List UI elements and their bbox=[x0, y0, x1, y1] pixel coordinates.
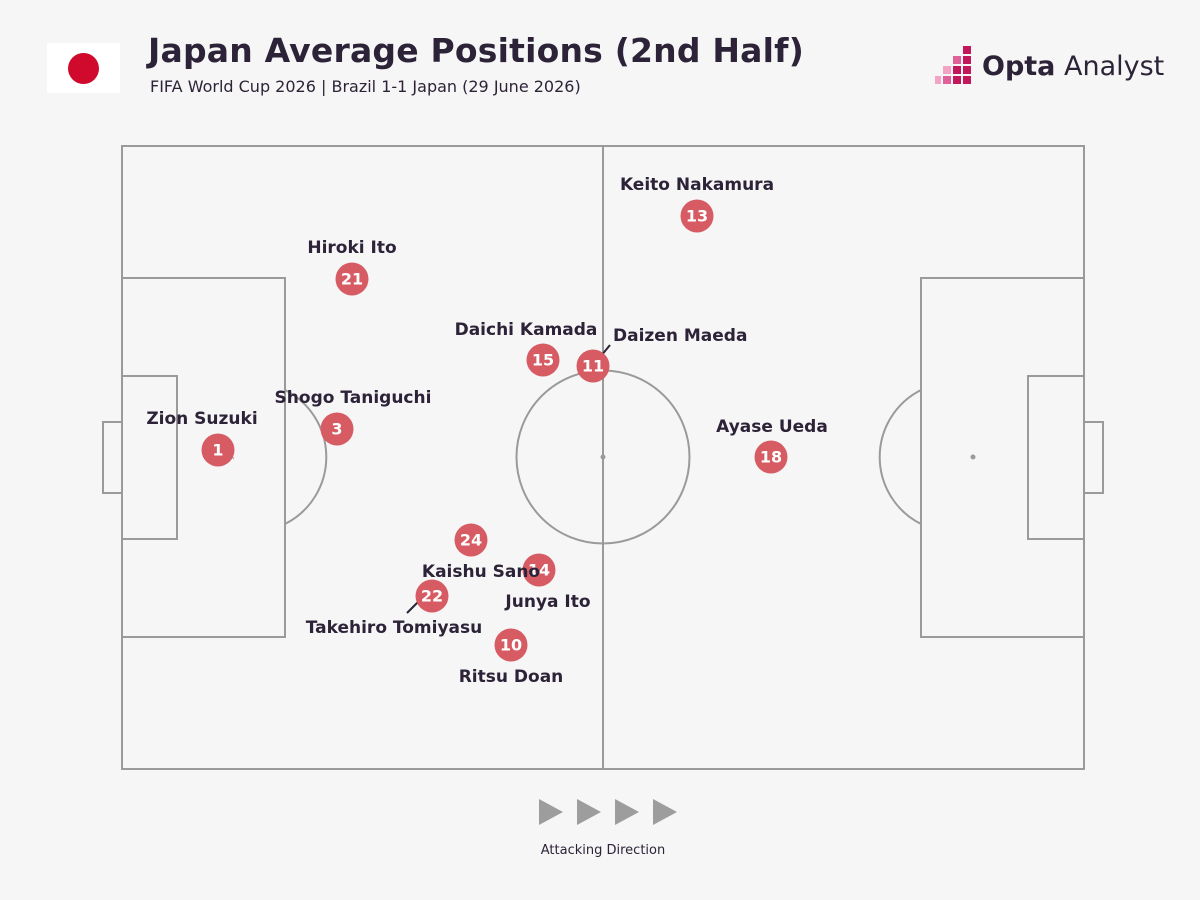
opta-analyst-logo: Opta Analyst bbox=[933, 43, 1164, 91]
player-marker: 14 Junya Ito bbox=[504, 553, 591, 612]
player-marker: 22 Takehiro Tomiyasu bbox=[306, 579, 483, 638]
player-number: 22 bbox=[421, 587, 443, 606]
page-subtitle: FIFA World Cup 2026 | Brazil 1-1 Japan (… bbox=[150, 77, 581, 96]
right-goal bbox=[1083, 421, 1104, 494]
player-number: 18 bbox=[760, 448, 782, 467]
player-number: 15 bbox=[532, 351, 554, 370]
player-marker: 3 Shogo Taniguchi bbox=[275, 388, 432, 446]
player-name: Ayase Ueda bbox=[716, 417, 828, 437]
player-number: 21 bbox=[341, 270, 363, 289]
player-dot bbox=[320, 412, 354, 446]
left-goal bbox=[102, 421, 123, 494]
player-dot bbox=[754, 440, 788, 474]
attacking-direction-arrows bbox=[539, 799, 677, 825]
attacking-direction-label: Attacking Direction bbox=[540, 843, 666, 858]
player-dot bbox=[494, 628, 528, 662]
player-dot bbox=[522, 553, 556, 587]
brand-name-light: Analyst bbox=[1055, 51, 1165, 82]
play-triangle-icon bbox=[539, 799, 563, 825]
left-penalty-arc bbox=[284, 389, 328, 525]
player-dot bbox=[415, 579, 449, 613]
player-name: Daizen Maeda bbox=[613, 326, 747, 346]
play-triangle-icon bbox=[653, 799, 677, 825]
player-dot bbox=[526, 343, 560, 377]
opta-logo-mark-icon bbox=[935, 46, 971, 84]
player-marker: 18 Ayase Ueda bbox=[716, 417, 828, 474]
player-number: 1 bbox=[212, 441, 223, 460]
page-title: Japan Average Positions (2nd Half) bbox=[148, 31, 804, 70]
player-marker: 24 bbox=[454, 523, 488, 557]
player-dot bbox=[576, 349, 610, 383]
player-marker: 21 Hiroki Ito bbox=[307, 238, 397, 296]
player-dot bbox=[335, 262, 369, 296]
player-name: Zion Suzuki bbox=[146, 409, 257, 429]
player-name: Junya Ito bbox=[504, 592, 590, 612]
player-number: 3 bbox=[331, 420, 342, 439]
right-six-yard-box bbox=[1027, 375, 1085, 540]
player-number: 13 bbox=[686, 207, 708, 226]
play-triangle-icon bbox=[577, 799, 601, 825]
player-name: Kaishu Sano bbox=[422, 562, 540, 582]
brand-wordmark: Opta Analyst bbox=[982, 51, 1164, 82]
player-marker: 1 Zion Suzuki bbox=[146, 409, 258, 467]
player-number: 24 bbox=[460, 531, 482, 550]
left-six-yard-box bbox=[121, 375, 178, 540]
brand-name-bold: Opta bbox=[982, 51, 1056, 82]
player-marker: 15 Daichi Kamada bbox=[455, 320, 598, 377]
centre-spot bbox=[600, 454, 606, 460]
player-name: Shogo Taniguchi bbox=[275, 388, 432, 408]
play-triangle-icon bbox=[615, 799, 639, 825]
player-marker: 11 Daizen Maeda bbox=[576, 326, 747, 383]
player-name: Keito Nakamura bbox=[620, 175, 774, 195]
player-name: Hiroki Ito bbox=[307, 238, 396, 258]
player-number: 14 bbox=[528, 561, 550, 580]
player-number: 10 bbox=[500, 636, 522, 655]
right-penalty-spot bbox=[970, 454, 976, 460]
player-dot bbox=[201, 433, 235, 467]
flag-sun bbox=[68, 53, 99, 84]
player-name: Takehiro Tomiyasu bbox=[306, 618, 483, 638]
player-dot bbox=[680, 199, 714, 233]
japan-flag-icon bbox=[47, 43, 120, 93]
player-name: Daichi Kamada bbox=[455, 320, 598, 340]
right-penalty-arc bbox=[878, 389, 922, 525]
player-name: Ritsu Doan bbox=[459, 667, 564, 687]
player-number: 11 bbox=[582, 357, 604, 376]
player-marker: 10 Ritsu Doan bbox=[459, 628, 564, 687]
player-dot bbox=[454, 523, 488, 557]
right-penalty-area bbox=[920, 277, 1085, 638]
player-marker: 13 Keito Nakamura bbox=[620, 175, 774, 233]
